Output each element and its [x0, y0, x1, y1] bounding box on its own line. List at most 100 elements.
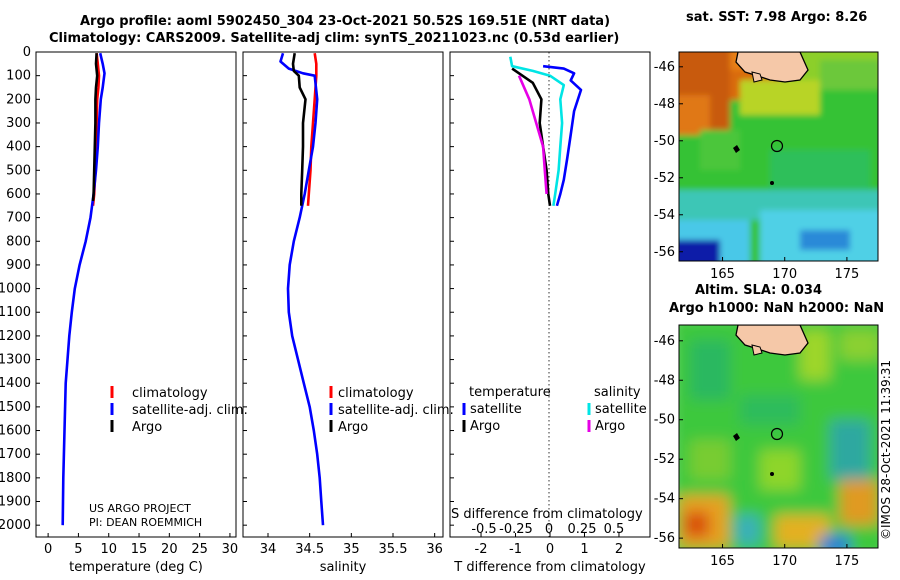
map-lat-label: -52 [654, 171, 675, 186]
depth-tick-label: 100 [6, 69, 31, 84]
credit-line1: US ARGO PROJECT [89, 502, 191, 515]
map-lat-label: -46 [654, 334, 675, 349]
x-tick-label: 5 [74, 542, 82, 557]
series-line-salinity-satellite [509, 56, 566, 206]
series-line-temperature-satellite [542, 64, 583, 207]
series-line-argo [291, 52, 307, 206]
depth-tick-label: 1300 [0, 353, 31, 368]
salinity-panel-frame [242, 51, 444, 538]
temperature-axis-label: temperature (deg C) [69, 560, 203, 575]
depth-tick-label: 400 [6, 140, 31, 155]
legend-s-argo-label: Argo [595, 419, 625, 434]
difference-legend: temperature salinity satellite Argo sate… [462, 385, 647, 434]
x-tick-label: 34 [260, 542, 277, 557]
series-line-climatology [306, 53, 318, 206]
depth-tick-label: 300 [6, 116, 31, 131]
legend-climatology-label: climatology [132, 386, 208, 401]
depth-tick-label: 500 [6, 163, 31, 178]
depth-tick-label: 200 [6, 92, 31, 107]
credit-line2: PI: DEAN ROEMMICH [89, 516, 202, 529]
depth-tick-label: 1400 [0, 376, 31, 391]
series-line-argo [91, 53, 99, 202]
map-lat-label: -50 [654, 134, 675, 149]
series-line-temperature-argo [511, 67, 552, 206]
legend-argo-label: Argo [338, 420, 368, 435]
sla-map [678, 324, 879, 549]
legend-s-satellite-label: satellite [595, 402, 647, 417]
legend-satellite-label: satellite-adj. clim. [132, 403, 248, 418]
salinity-axis-label: salinity [320, 560, 367, 575]
depth-tick-label: 1200 [0, 329, 31, 344]
difference-panel-frame [449, 51, 651, 538]
depth-tick-label: 1900 [0, 495, 31, 510]
salinity-legend: climatology satellite-adj. clim. Argo [329, 386, 454, 435]
x-tick-label: 0 [44, 542, 52, 557]
sst-map [678, 51, 879, 262]
sst-float-marker [770, 139, 784, 153]
s-difference-label: S difference from climatology [451, 507, 643, 522]
map-lon-label: 165 [710, 267, 735, 282]
depth-tick-label: 1700 [0, 447, 31, 462]
depth-tick-label: 1100 [0, 305, 31, 320]
sst-map-title: sat. SST: 7.98 Argo: 8.26 [686, 10, 868, 25]
t-difference-axis-label: T difference from climatology [453, 560, 646, 575]
series-line-salinity-argo [517, 75, 548, 195]
map-lat-label: -56 [654, 245, 675, 260]
legend-satellite-label: satellite-adj. clim. [338, 403, 454, 418]
s-tick-label: 0.5 [604, 522, 625, 537]
sla-map-title: Altim. SLA: 0.034 [695, 283, 822, 298]
x-tick-label: 2 [615, 542, 623, 557]
x-tick-label: -1 [509, 542, 522, 557]
temperature-panel-frame [35, 51, 237, 538]
figure-title-line2: Climatology: CARS2009. Satellite-adj cli… [49, 31, 620, 46]
legend-header-temperature: temperature [469, 385, 551, 400]
legend-t-argo-label: Argo [470, 419, 500, 434]
depth-tick-label: 900 [6, 258, 31, 273]
x-tick-label: 34.5 [295, 542, 324, 557]
map-lat-label: -48 [654, 97, 675, 112]
map-lon-label: 175 [834, 554, 859, 569]
map-lat-label: -54 [654, 208, 675, 223]
x-tick-label: 36 [426, 542, 443, 557]
legend-argo-label: Argo [132, 420, 162, 435]
depth-tick-label: 1800 [0, 471, 31, 486]
x-tick-label: 0 [546, 542, 554, 557]
legend-t-satellite-label: satellite [470, 402, 522, 417]
x-tick-label: 1 [580, 542, 588, 557]
depth-tick-label: 700 [6, 211, 31, 226]
s-tick-label: 0.25 [568, 522, 597, 537]
series-line-satellite-adj-clim- [279, 52, 325, 526]
sla-map-frame [678, 324, 879, 549]
map-lat-label: -50 [654, 413, 675, 428]
x-tick-label: -2 [475, 542, 488, 557]
x-tick-label: 35.5 [379, 542, 408, 557]
legend-header-salinity: salinity [594, 385, 641, 400]
x-tick-label: 35 [343, 542, 360, 557]
depth-tick-label: 600 [6, 187, 31, 202]
s-tick-label: -0.5 [471, 522, 496, 537]
s-tick-label: 0 [545, 522, 553, 537]
map-lat-label: -46 [654, 60, 675, 75]
legend-climatology-label: climatology [338, 386, 414, 401]
map-lat-label: -56 [654, 531, 675, 546]
s-tick-label: -0.25 [499, 522, 533, 537]
map-lat-label: -54 [654, 492, 675, 507]
map-lon-label: 175 [834, 267, 859, 282]
x-tick-label: 25 [191, 542, 208, 557]
map-lon-label: 170 [772, 554, 797, 569]
temperature-legend: climatology satellite-adj. clim. Argo [110, 386, 248, 435]
map-lat-label: -48 [654, 373, 675, 388]
sla-float-marker [770, 427, 784, 441]
map-lon-label: 170 [772, 267, 797, 282]
sla-map-subtitle: Argo h1000: NaN h2000: NaN [669, 301, 885, 316]
x-tick-label: 15 [131, 542, 148, 557]
sst-map-frame [678, 51, 879, 262]
depth-tick-label: 1500 [0, 400, 31, 415]
x-tick-label: 10 [100, 542, 117, 557]
depth-tick-label: 0 [23, 45, 31, 60]
depth-tick-label: 1600 [0, 424, 31, 439]
figure-title-line1: Argo profile: aoml 5902450_304 23-Oct-20… [80, 14, 611, 29]
x-tick-label: 30 [222, 542, 239, 557]
x-tick-label: 20 [161, 542, 178, 557]
